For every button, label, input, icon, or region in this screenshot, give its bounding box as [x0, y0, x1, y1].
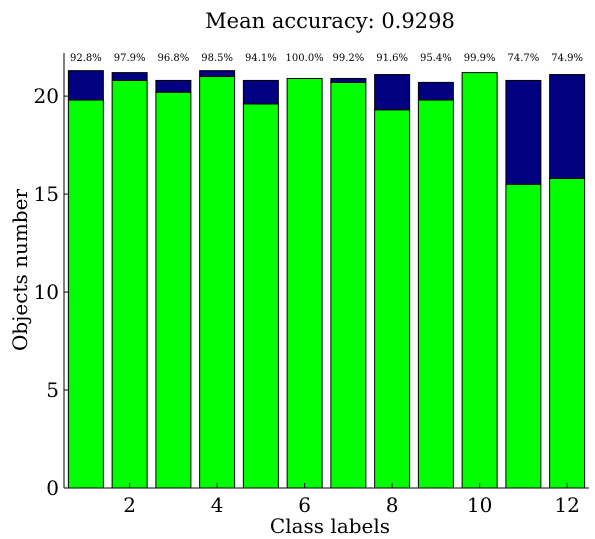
bar-correct	[111, 79, 148, 489]
bar-percent-label: 100.0%	[286, 53, 324, 64]
bar-incorrect	[549, 74, 586, 179]
bar-incorrect	[155, 79, 192, 93]
bar-correct	[374, 109, 411, 489]
bar-correct	[549, 177, 586, 489]
bar-percent-label: 96.8%	[157, 53, 189, 64]
bar-incorrect	[199, 70, 236, 78]
bar-percent-label: 99.2%	[332, 53, 364, 64]
bar-percent-label: 74.7%	[507, 53, 539, 64]
x-tick-label: 6	[298, 493, 311, 517]
bar-incorrect	[67, 70, 104, 101]
bar-percent-label: 97.9%	[114, 53, 146, 64]
bar-correct	[155, 91, 192, 489]
y-tick-label: 15	[34, 182, 59, 206]
chart-title: Mean accuracy: 0.9298	[205, 9, 455, 33]
y-tick-label: 10	[34, 280, 59, 304]
x-tick-label: 4	[211, 493, 224, 517]
bar-percent-label: 74.9%	[551, 53, 583, 64]
bar-correct	[242, 103, 279, 489]
bar-correct	[286, 77, 323, 489]
bar-correct	[330, 81, 367, 489]
bar-correct	[505, 183, 542, 489]
x-tick-label: 8	[386, 493, 399, 517]
bar-correct	[417, 99, 454, 489]
y-tick-label: 5	[46, 378, 59, 402]
bar-incorrect	[242, 79, 279, 105]
x-tick-label: 10	[467, 493, 492, 517]
bar-incorrect	[374, 74, 411, 111]
bar-percent-label: 92.8%	[70, 53, 102, 64]
bar-incorrect	[111, 72, 148, 81]
plot-area: 92.8% 97.9% 96.8% 98.5% 94.1% 100.0% 99.2% 91.6…	[34, 53, 589, 517]
bar-percent-label: 98.5%	[201, 53, 233, 64]
bar-incorrect	[417, 81, 454, 101]
y-tick-label: 0	[46, 476, 59, 500]
bar-percent-label: 91.6%	[376, 53, 408, 64]
y-axis-label: Objects number	[8, 189, 32, 351]
bar-correct	[199, 76, 236, 489]
bar-incorrect	[505, 79, 542, 185]
bar-correct	[67, 99, 104, 489]
bar-correct	[461, 72, 498, 489]
x-tick-label: 2	[123, 493, 136, 517]
y-tick-label: 20	[34, 84, 59, 108]
x-tick-label: 12	[554, 493, 579, 517]
bar-percent-label: 99.9%	[464, 53, 496, 64]
x-axis-label: Class labels	[270, 514, 390, 538]
bar-incorrect	[330, 77, 367, 83]
bar-percent-label: 94.1%	[245, 53, 277, 64]
bar-percent-label: 95.4%	[420, 53, 452, 64]
